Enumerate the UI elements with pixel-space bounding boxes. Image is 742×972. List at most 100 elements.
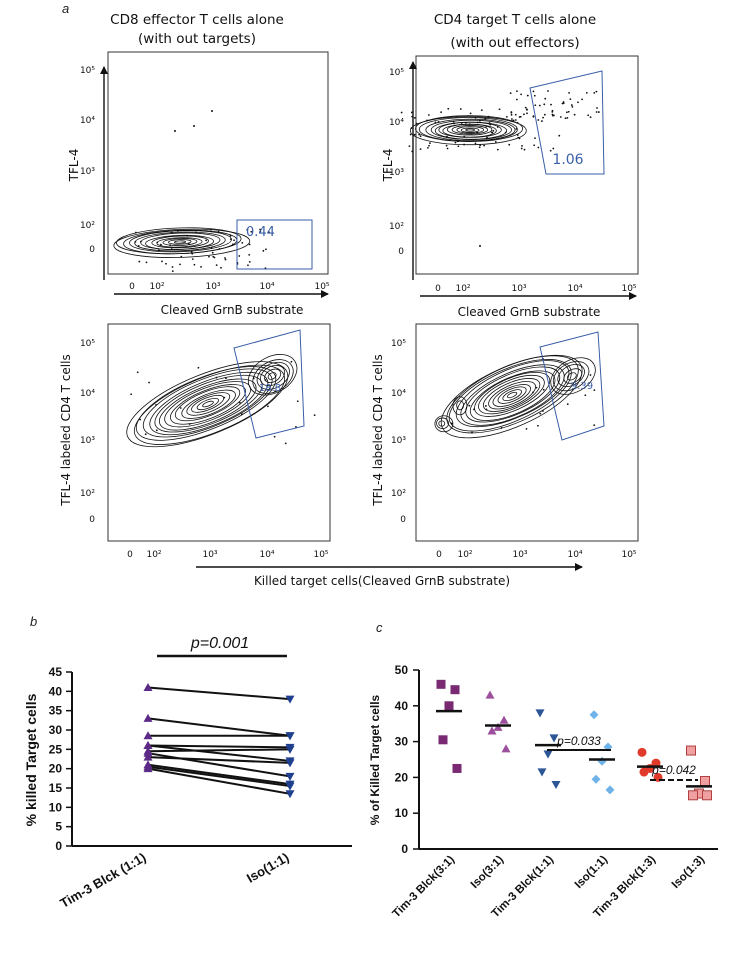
event-dot	[597, 111, 600, 113]
data-point	[589, 710, 599, 720]
plot-title-line2: (with out effectors)	[450, 35, 579, 51]
contour-line	[140, 232, 221, 250]
data-point	[444, 701, 454, 711]
event-dot	[587, 114, 590, 117]
event-dot	[535, 386, 538, 389]
event-dot	[419, 135, 422, 138]
event-dot	[290, 360, 293, 363]
event-dot	[180, 255, 183, 258]
event-dot	[138, 260, 141, 263]
marker-iso	[285, 745, 295, 754]
axis-ticks: 0 10² 10³ 10⁴ 10⁵ 0 10² 10³ 10⁴ 10⁵	[389, 68, 637, 294]
contour-line	[474, 371, 551, 417]
event-dot	[190, 250, 193, 253]
event-dot	[155, 429, 158, 432]
plot-title-line2: (with out targets)	[138, 31, 256, 47]
plot-frame	[107, 323, 331, 542]
plot-frame	[415, 55, 639, 275]
marker-iso	[285, 732, 295, 741]
event-dot	[247, 264, 249, 267]
event-dot	[496, 148, 499, 151]
event-dot	[464, 121, 467, 124]
event-dot	[457, 145, 460, 148]
event-dot	[193, 263, 196, 266]
contour-population	[113, 110, 270, 273]
shared-x-axis-label: Killed target cells(Cleaved GrnB substra…	[254, 574, 510, 588]
event-dot	[139, 240, 142, 243]
pair-line	[147, 744, 291, 749]
event-dot	[523, 148, 526, 151]
event-dot	[516, 90, 518, 93]
data-point	[688, 790, 698, 801]
y-tick-2: 10³	[80, 167, 95, 177]
contour-line	[550, 357, 596, 395]
event-dot	[463, 135, 466, 138]
event-dot	[539, 412, 542, 415]
event-dot	[411, 150, 414, 153]
event-dot	[187, 242, 190, 245]
event-dot	[170, 231, 173, 234]
event-dot	[186, 234, 189, 237]
event-dot	[223, 396, 226, 399]
contour-line	[202, 400, 214, 408]
event-dot	[577, 101, 579, 104]
event-dot	[498, 108, 501, 111]
marker-tim3-block	[143, 713, 153, 722]
data-point	[485, 690, 495, 699]
event-dot	[593, 389, 596, 392]
y-tick-label: 40	[395, 699, 409, 713]
x-tick-1: 10²	[455, 284, 470, 294]
event-dot	[428, 144, 430, 147]
event-dot	[453, 122, 456, 125]
x-tick-labels: Tim-3 Blck(3:1) Iso(3:1)Tim-3 Blck(1:1) Is…	[390, 854, 707, 921]
event-dot	[526, 108, 528, 111]
event-dot	[562, 102, 565, 105]
event-dot	[264, 379, 267, 381]
event-dot	[211, 251, 214, 254]
y-tick-4: 10⁵	[389, 68, 404, 78]
event-dot	[144, 433, 147, 436]
event-dot	[483, 144, 486, 147]
event-dot	[533, 94, 536, 97]
contour-line	[113, 228, 251, 258]
event-dot	[487, 115, 490, 118]
y-axis-label: TFL-4 labeled CD4 T cells	[59, 354, 73, 506]
contour-line	[567, 372, 577, 381]
event-dot	[445, 135, 448, 138]
y-tick-1: 10²	[391, 489, 406, 499]
event-dot	[400, 111, 403, 114]
event-dot	[534, 104, 537, 107]
x-tick-2: 10³	[202, 550, 217, 560]
event-dot	[479, 144, 482, 147]
contour-line	[488, 381, 537, 410]
event-dot	[551, 109, 554, 112]
event-dot	[437, 120, 440, 123]
panel-label-c: c	[376, 620, 383, 635]
event-dot	[456, 140, 459, 143]
x-tick-4: 10⁵	[621, 550, 636, 560]
event-dot	[520, 147, 523, 150]
data-point	[700, 775, 710, 786]
y-tick-label: 20	[49, 762, 63, 776]
x-tick-3: 10⁴	[259, 282, 274, 292]
event-dot	[542, 388, 545, 391]
contour-line	[170, 384, 246, 425]
event-dot	[155, 404, 157, 406]
event-dot	[252, 377, 255, 380]
y-tick-1: 10²	[80, 221, 95, 231]
event-dot	[137, 245, 140, 247]
data-point	[702, 790, 712, 801]
event-dot	[534, 137, 536, 140]
contour-line	[497, 386, 527, 404]
event-dot	[241, 413, 243, 416]
event-dot	[450, 422, 453, 425]
event-dot	[492, 129, 495, 132]
event-dot	[213, 256, 216, 259]
event-dot	[238, 401, 241, 404]
contour-line	[483, 378, 541, 412]
contour-line	[456, 400, 465, 411]
event-dot	[526, 94, 529, 97]
marker-iso	[285, 759, 295, 768]
event-dot	[564, 117, 567, 120]
